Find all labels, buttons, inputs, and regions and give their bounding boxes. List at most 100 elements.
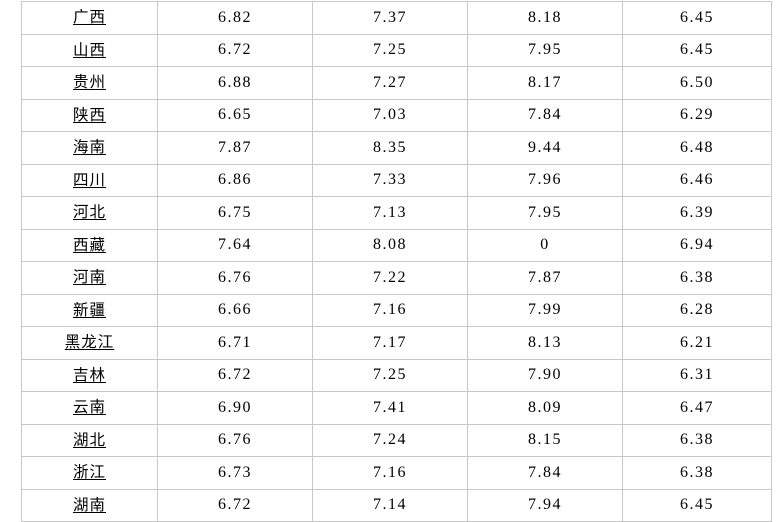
region-name-cell: 贵州 (21, 66, 158, 100)
value-cell-value4: 6.38 (622, 423, 772, 457)
value-cell-value3: 7.84 (467, 456, 623, 490)
region-link[interactable]: 浙江 (72, 464, 106, 481)
value-cell-value3: 7.95 (467, 196, 623, 230)
region-link[interactable]: 贵州 (72, 74, 106, 91)
value-cell-value2: 7.24 (312, 423, 468, 457)
value-cell-value3: 0 (467, 228, 623, 262)
value-cell-value4: 6.45 (622, 33, 772, 67)
table-row: 贵州 6.88 7.27 8.17 6.50 (21, 66, 772, 100)
value-cell-value4: 6.50 (622, 66, 772, 100)
region-link[interactable]: 河北 (72, 204, 106, 221)
value-cell-value3: 7.99 (467, 293, 623, 327)
region-name-cell: 黑龙江 (21, 326, 158, 360)
table-body: 广西 6.82 7.37 8.18 6.45 山西 6.72 7.25 7.95 6.45 贵州 6.… (21, 1, 772, 522)
value-cell-value1: 6.72 (157, 33, 313, 67)
value-cell-value4: 6.38 (622, 261, 772, 295)
table-row: 云南 6.90 7.41 8.09 6.47 (21, 391, 772, 425)
region-link[interactable]: 广西 (72, 9, 106, 26)
value-cell-value4: 6.29 (622, 98, 772, 132)
value-cell-value1: 6.71 (157, 326, 313, 360)
value-cell-value1: 6.76 (157, 423, 313, 457)
value-cell-value3: 7.84 (467, 98, 623, 132)
value-cell-value2: 8.08 (312, 228, 468, 262)
region-link[interactable]: 山西 (72, 41, 106, 59)
data-table-container: 广西 6.82 7.37 8.18 6.45 山西 6.72 7.25 7.95 6.45 贵州 6.… (21, 1, 772, 522)
region-link[interactable]: 新疆 (72, 301, 106, 319)
value-cell-value4: 6.21 (622, 326, 772, 360)
value-cell-value4: 6.31 (622, 358, 772, 392)
table-row: 黑龙江 6.71 7.17 8.13 6.21 (21, 326, 772, 360)
value-cell-value1: 6.72 (157, 488, 313, 522)
region-link[interactable]: 陕西 (72, 106, 106, 124)
value-cell-value1: 6.66 (157, 293, 313, 327)
table-row: 河北 6.75 7.13 7.95 6.39 (21, 196, 772, 230)
value-cell-value1: 7.64 (157, 228, 313, 262)
table-row: 陕西 6.65 7.03 7.84 6.29 (21, 98, 772, 132)
value-cell-value3: 8.17 (467, 66, 623, 100)
value-cell-value2: 7.16 (312, 456, 468, 490)
value-cell-value1: 6.72 (157, 358, 313, 392)
value-cell-value1: 7.87 (157, 131, 313, 165)
value-cell-value2: 8.35 (312, 131, 468, 165)
value-cell-value1: 6.82 (157, 1, 313, 35)
value-cell-value2: 7.16 (312, 293, 468, 327)
region-link[interactable]: 四川 (72, 171, 106, 189)
table-row: 湖北 6.76 7.24 8.15 6.38 (21, 423, 772, 457)
region-name-cell: 河北 (21, 196, 158, 230)
table-row: 西藏 7.64 8.08 0 6.94 (21, 228, 772, 262)
value-cell-value4: 6.38 (622, 456, 772, 490)
region-name-cell: 浙江 (21, 456, 158, 490)
value-cell-value3: 7.87 (467, 261, 623, 295)
region-name-cell: 陕西 (21, 98, 158, 132)
region-link[interactable]: 吉林 (72, 366, 106, 384)
region-link[interactable]: 湖南 (72, 496, 106, 514)
value-cell-value2: 7.13 (312, 196, 468, 230)
value-cell-value1: 6.76 (157, 261, 313, 295)
regional-statistics-table: 广西 6.82 7.37 8.18 6.45 山西 6.72 7.25 7.95 6.45 贵州 6.… (21, 1, 772, 522)
region-name-cell: 广西 (21, 1, 158, 35)
region-name-cell: 西藏 (21, 228, 158, 262)
table-row: 河南 6.76 7.22 7.87 6.38 (21, 261, 772, 295)
value-cell-value2: 7.14 (312, 488, 468, 522)
table-row: 新疆 6.66 7.16 7.99 6.28 (21, 293, 772, 327)
value-cell-value1: 6.90 (157, 391, 313, 425)
region-link[interactable]: 西藏 (72, 236, 106, 254)
region-name-cell: 新疆 (21, 293, 158, 327)
value-cell-value2: 7.17 (312, 326, 468, 360)
value-cell-value2: 7.03 (312, 98, 468, 132)
value-cell-value1: 6.88 (157, 66, 313, 100)
region-link[interactable]: 湖北 (72, 431, 106, 449)
value-cell-value4: 6.94 (622, 228, 772, 262)
value-cell-value4: 6.47 (622, 391, 772, 425)
value-cell-value3: 8.09 (467, 391, 623, 425)
value-cell-value3: 7.95 (467, 33, 623, 67)
value-cell-value2: 7.27 (312, 66, 468, 100)
value-cell-value2: 7.25 (312, 33, 468, 67)
region-link[interactable]: 云南 (72, 399, 106, 416)
region-name-cell: 山西 (21, 33, 158, 67)
value-cell-value3: 8.13 (467, 326, 623, 360)
value-cell-value3: 7.90 (467, 358, 623, 392)
table-row: 吉林 6.72 7.25 7.90 6.31 (21, 358, 772, 392)
table-row: 四川 6.86 7.33 7.96 6.46 (21, 163, 772, 197)
value-cell-value1: 6.75 (157, 196, 313, 230)
value-cell-value4: 6.46 (622, 163, 772, 197)
value-cell-value2: 7.33 (312, 163, 468, 197)
region-name-cell: 吉林 (21, 358, 158, 392)
region-name-cell: 河南 (21, 261, 158, 295)
region-link[interactable]: 海南 (72, 139, 106, 156)
value-cell-value4: 6.39 (622, 196, 772, 230)
value-cell-value2: 7.25 (312, 358, 468, 392)
region-name-cell: 四川 (21, 163, 158, 197)
region-link[interactable]: 河南 (72, 269, 106, 286)
value-cell-value3: 8.15 (467, 423, 623, 457)
value-cell-value2: 7.41 (312, 391, 468, 425)
value-cell-value4: 6.48 (622, 131, 772, 165)
value-cell-value1: 6.65 (157, 98, 313, 132)
value-cell-value3: 7.94 (467, 488, 623, 522)
value-cell-value3: 8.18 (467, 1, 623, 35)
value-cell-value4: 6.45 (622, 1, 772, 35)
region-link[interactable]: 黑龙江 (64, 334, 115, 351)
table-row: 广西 6.82 7.37 8.18 6.45 (21, 1, 772, 35)
region-name-cell: 湖北 (21, 423, 158, 457)
